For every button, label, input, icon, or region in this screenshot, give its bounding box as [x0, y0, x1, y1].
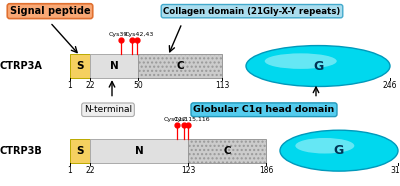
Text: N: N [110, 61, 118, 71]
FancyBboxPatch shape [90, 139, 188, 163]
Text: 22: 22 [85, 81, 95, 90]
Text: S: S [76, 146, 84, 156]
Text: 113: 113 [215, 81, 229, 90]
Text: G: G [313, 60, 323, 73]
Text: N-terminal: N-terminal [84, 105, 132, 114]
Text: Cys112: Cys112 [164, 117, 187, 122]
Text: Cys39: Cys39 [109, 32, 128, 37]
Text: C: C [176, 61, 184, 71]
Text: 50: 50 [133, 81, 143, 90]
Text: 123: 123 [181, 166, 195, 175]
Text: Signal peptide: Signal peptide [10, 6, 90, 16]
Text: 186: 186 [259, 166, 273, 175]
Ellipse shape [265, 53, 337, 69]
Text: Cys115,116: Cys115,116 [174, 117, 210, 122]
Text: CTRP3A: CTRP3A [0, 61, 43, 71]
Text: C: C [223, 146, 231, 156]
FancyBboxPatch shape [188, 139, 266, 163]
Text: 1: 1 [68, 166, 72, 175]
Text: Collagen domain (21Gly-X-Y repeats): Collagen domain (21Gly-X-Y repeats) [163, 7, 341, 16]
Ellipse shape [280, 130, 398, 171]
FancyBboxPatch shape [90, 54, 138, 78]
Ellipse shape [295, 138, 354, 153]
Text: 246: 246 [383, 81, 397, 90]
FancyBboxPatch shape [70, 54, 90, 78]
Text: S: S [76, 61, 84, 71]
Ellipse shape [246, 46, 390, 86]
Text: N: N [135, 146, 143, 156]
Text: CTRP3B: CTRP3B [0, 146, 43, 156]
Text: 1: 1 [68, 81, 72, 90]
Text: Globular C1q head domain: Globular C1q head domain [193, 105, 335, 114]
FancyBboxPatch shape [138, 54, 222, 78]
Text: Cys42,43: Cys42,43 [125, 32, 154, 37]
FancyBboxPatch shape [70, 139, 90, 163]
Text: 22: 22 [85, 166, 95, 175]
Text: 319: 319 [391, 166, 400, 175]
Text: G: G [334, 144, 344, 157]
